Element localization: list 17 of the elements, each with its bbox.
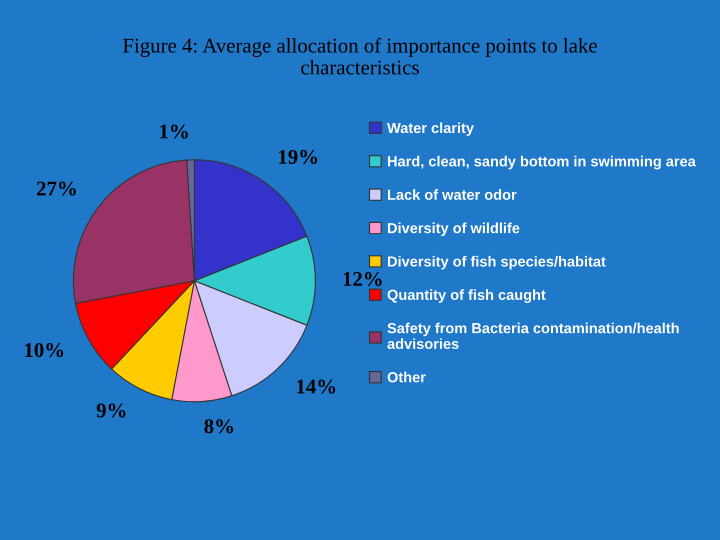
data-label: 10%: [25, 343, 64, 358]
legend-label: Water clarity: [387, 122, 474, 136]
data-label: 12%: [344, 272, 382, 286]
data-label: 14%: [297, 380, 336, 394]
legend-label: Safety from Bacteria contamination/health advisories: [387, 322, 679, 350]
legend-label: Lack of water odor: [388, 189, 516, 200]
data-label: 8%: [204, 419, 233, 434]
chart-title: Figure 4: Average allocation of importance points to lake characteristics: [123, 38, 597, 75]
legend-label: Quantity of fish caught: [388, 289, 546, 303]
legend-label: Hard, clean, sandy bottom in swimming area: [388, 156, 696, 170]
legend-label: Diversity of wildlife: [388, 222, 520, 236]
data-label: 19%: [279, 150, 318, 164]
data-label: 1%: [160, 124, 188, 139]
legend-label: Other: [388, 372, 426, 382]
data-label: 9%: [96, 403, 126, 418]
data-label: 27%: [37, 182, 76, 196]
legend-label: Diversity of fish species/habitat: [388, 256, 606, 270]
